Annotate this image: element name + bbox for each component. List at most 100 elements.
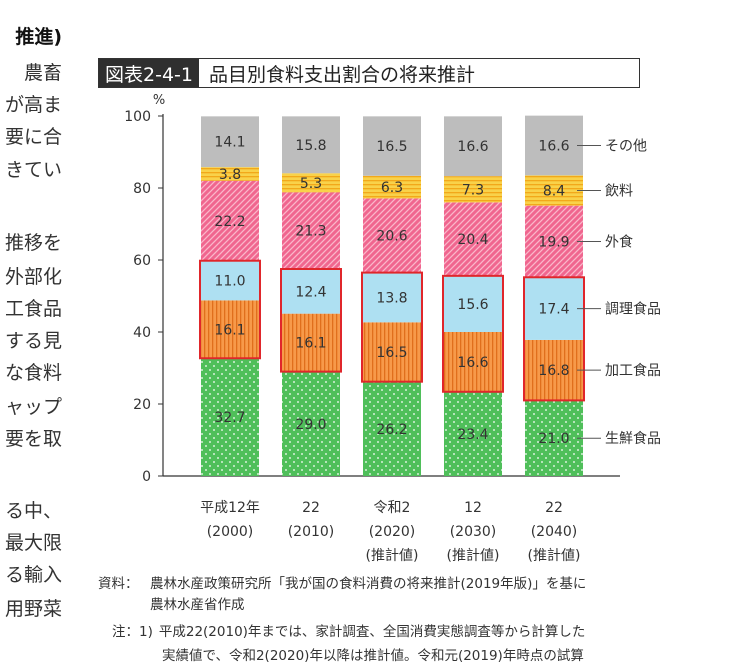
data-label: 21.0 [538, 431, 569, 447]
highlight-box [523, 276, 585, 402]
data-label: 16.1 [214, 322, 245, 338]
bar-segment-調理食品 [525, 277, 583, 340]
data-label: 16.5 [376, 139, 407, 155]
data-label: 22.2 [214, 214, 245, 230]
data-label: 16.1 [295, 336, 326, 352]
source-notes: 資料： 農林水産政策研究所「我が国の食料消費の将来推計(2019年版)」を基に … [98, 574, 658, 643]
body-text-line: 外部化 [4, 266, 62, 288]
data-label: 20.4 [457, 232, 488, 248]
body-text-line: 要を取 [4, 428, 62, 450]
bar-segment-生鮮食品 [201, 358, 259, 476]
figure-title: 品目別食料支出割合の将来推計 [208, 63, 475, 86]
body-text-line: ャップ [4, 396, 62, 418]
x-tick-label-note: (推計値) [447, 548, 500, 564]
body-text-line: 工食品 [4, 298, 62, 320]
bar-segment-加工食品 [201, 300, 259, 359]
note-text-line2: 実績値で、令和2(2020)年以降は推計値。令和元(2019)年時点の試算 [162, 648, 584, 664]
bar-segment-その他 [525, 115, 583, 176]
body-text-line: が高ま [4, 94, 62, 116]
x-tick-label-era: 12 [464, 500, 482, 516]
source-text-line1: 農林水産政策研究所「我が国の食料消費の将来推計(2019年版)」を基に [150, 576, 587, 592]
body-text-line: な食料 [4, 362, 62, 384]
highlight-box [361, 271, 423, 383]
data-label: 16.5 [376, 345, 407, 361]
data-label: 14.1 [214, 135, 245, 151]
data-label: 7.3 [462, 182, 484, 198]
bar-segment-飲料 [282, 173, 340, 193]
bar-segment-調理食品 [363, 272, 421, 323]
data-label: 13.8 [376, 290, 407, 306]
bar-segment-飲料 [525, 175, 583, 206]
figure-header: 図表2-4-1 品目別食料支出割合の将来推計 [98, 58, 640, 88]
data-label: 19.9 [538, 234, 569, 250]
data-label: 29.0 [295, 417, 326, 433]
x-tick-label-year: (2010) [288, 524, 335, 540]
y-tick-label: 100 [124, 109, 151, 125]
data-label: 15.8 [295, 138, 326, 154]
bar-segment-加工食品 [363, 322, 421, 382]
x-tick-label-era: 平成12年 [200, 500, 260, 516]
body-text-fragment: 推進) 農畜 が高ま 要に合 きてい 推移を 外部化 工食品 する見 な食料 ャップ 要を取 る中、 最大… [0, 0, 80, 656]
bar-segment-調理食品 [201, 260, 259, 301]
bar-segment-外食 [282, 192, 340, 269]
bar-segment-生鮮食品 [282, 371, 340, 476]
bar-segment-外食 [444, 202, 502, 276]
bar-segment-加工食品 [282, 313, 340, 372]
data-label: 16.6 [538, 139, 569, 155]
body-text-line: 最大限 [4, 532, 62, 554]
body-text-line: する見 [4, 330, 62, 352]
body-text-line: 推進) [15, 26, 62, 48]
source-text-line2: 農林水産省作成 [150, 597, 245, 613]
source-label: 資料： [98, 576, 139, 592]
bar-segment-その他 [282, 116, 340, 174]
legend-label: 飲料 [605, 184, 633, 200]
body-text-line: る輸入 [4, 564, 62, 586]
bar-segment-加工食品 [444, 332, 502, 392]
x-tick-label-year: (2000) [207, 524, 254, 540]
legend-label: 外食 [605, 233, 633, 250]
legend-label: 調理食品 [605, 301, 660, 318]
data-label: 20.6 [376, 229, 407, 245]
data-label: 3.8 [219, 167, 241, 183]
bar-segment-生鮮食品 [444, 391, 502, 476]
body-text-line: 推移を [4, 232, 62, 254]
x-tick-label-year: (2030) [450, 524, 497, 540]
data-label: 16.6 [457, 355, 488, 371]
data-label: 6.3 [381, 180, 403, 196]
y-tick-label: 0 [142, 469, 151, 485]
data-label: 32.7 [214, 410, 245, 426]
data-label: 15.6 [457, 297, 488, 313]
highlight-box [442, 274, 504, 393]
bar-segment-生鮮食品 [525, 400, 583, 476]
bar-segment-飲料 [201, 167, 259, 181]
body-text-line: る中、 [4, 500, 62, 522]
bar-segment-外食 [525, 205, 583, 278]
note-label: 注：1) [112, 624, 153, 640]
bar-segment-外食 [201, 180, 259, 261]
x-tick-label-era: 22 [302, 500, 320, 516]
x-tick-label-era: 22 [545, 500, 563, 516]
highlight-box [199, 259, 261, 360]
highlight-box [280, 268, 342, 373]
x-tick-label-note: (推計値) [366, 548, 419, 564]
note-text-line1: 平成22(2010)年までは、家計調査、全国消費実態調査等から計算した [158, 624, 586, 640]
bar-segment-調理食品 [282, 269, 340, 314]
y-tick-label: 20 [133, 397, 151, 413]
legend-label: 生鮮食品 [605, 430, 660, 447]
bar-segment-加工食品 [525, 339, 583, 401]
bar-segment-外食 [363, 198, 421, 273]
data-label: 16.8 [538, 363, 569, 379]
data-label: 26.2 [376, 422, 407, 438]
data-label: 16.6 [457, 139, 488, 155]
body-text-line: 要に合 [4, 126, 62, 148]
bar-segment-飲料 [444, 176, 502, 203]
body-text-line: 農畜 [23, 62, 62, 84]
data-label: 21.3 [295, 224, 326, 240]
data-label: 12.4 [295, 284, 326, 300]
bar-segment-その他 [444, 116, 502, 177]
data-label: 11.0 [214, 274, 245, 290]
figure-number: 図表2-4-1 [99, 59, 199, 87]
legend-label: その他 [605, 139, 647, 155]
y-tick-label: 80 [133, 181, 151, 197]
bar-segment-調理食品 [444, 275, 502, 332]
